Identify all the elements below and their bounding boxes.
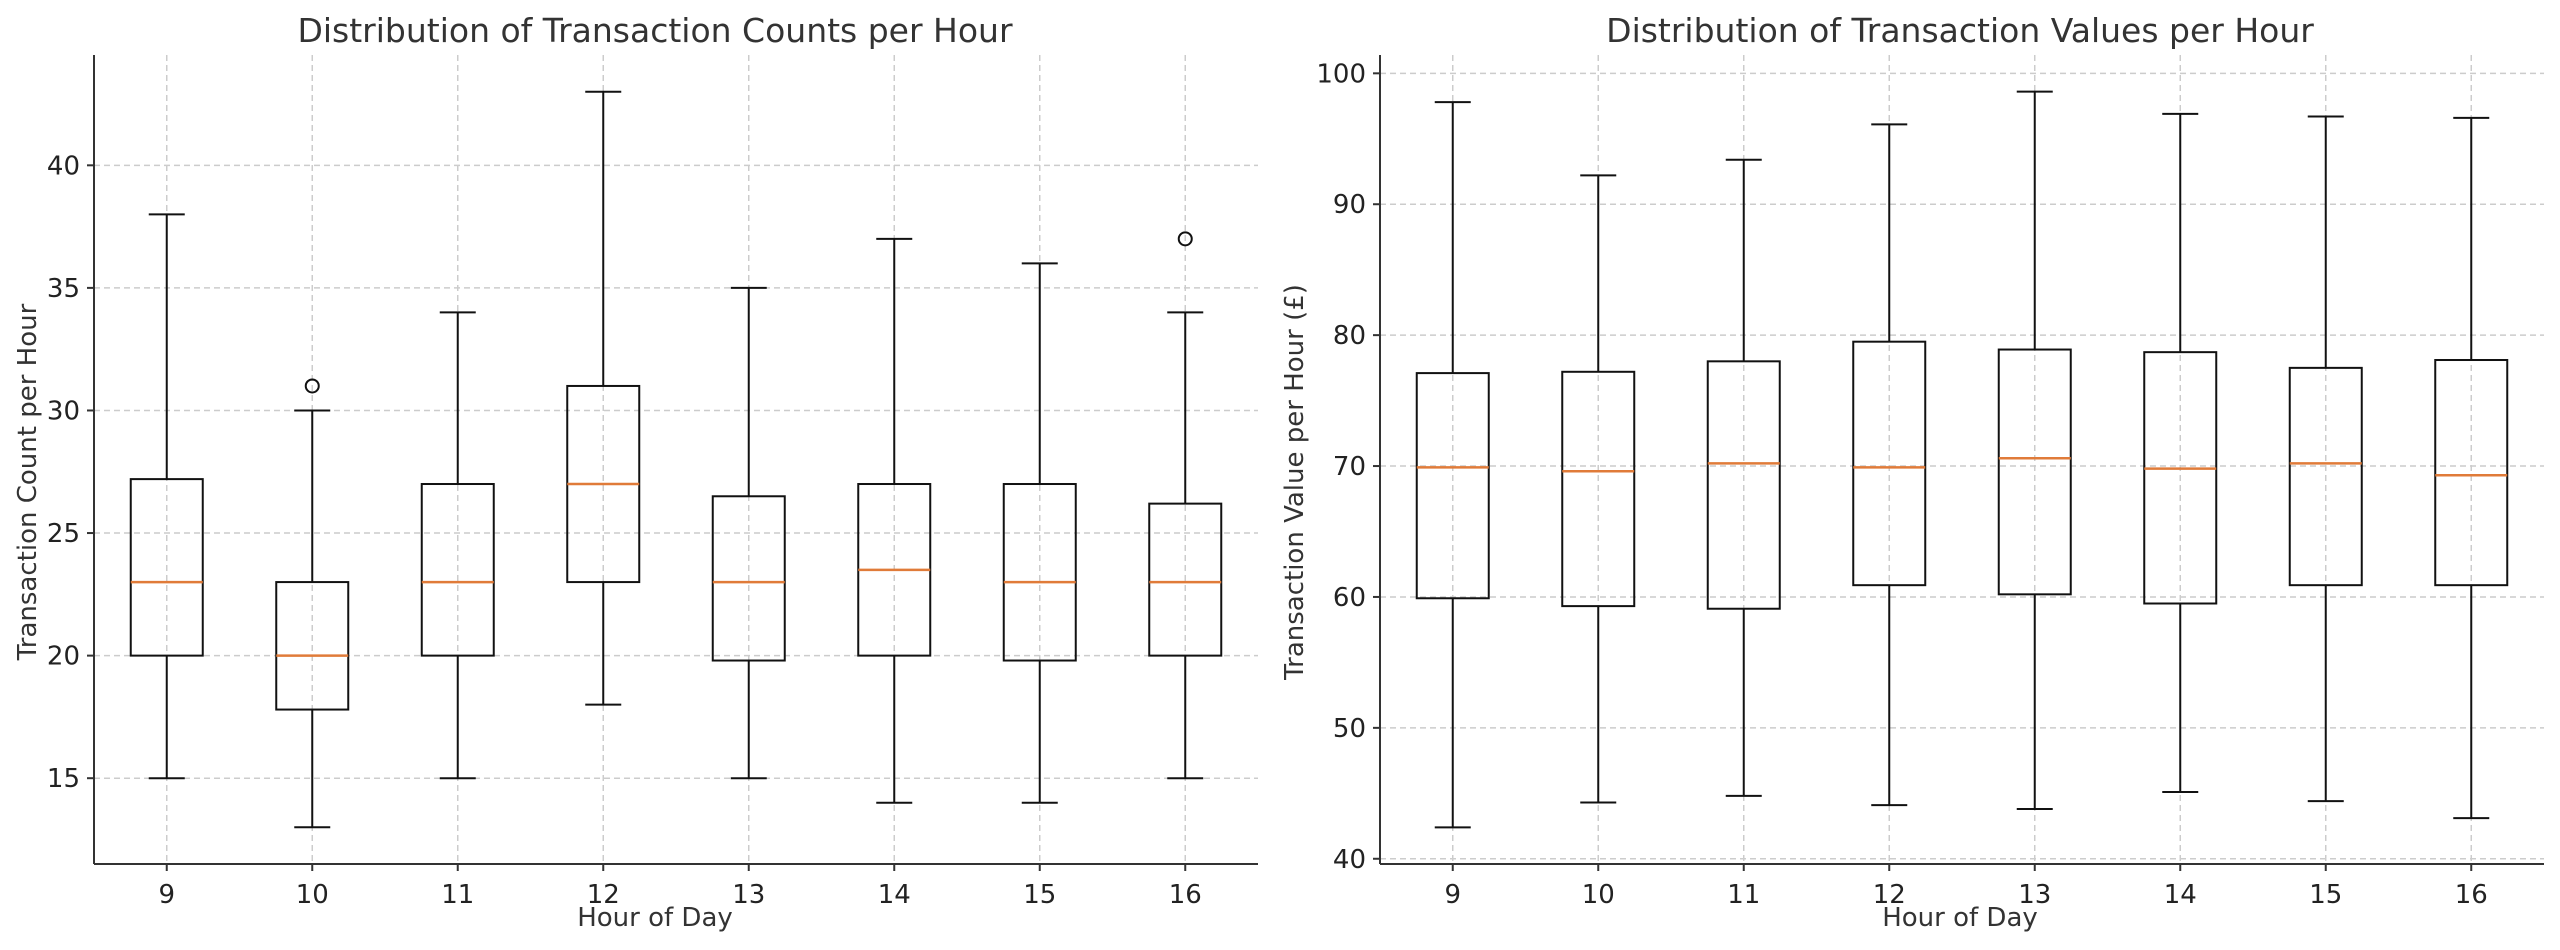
chart-title: Distribution of Transaction Counts per H…: [297, 11, 1012, 50]
y-tick-label: 60: [1333, 583, 1366, 613]
outlier-point: [1177, 231, 1193, 247]
y-tick-label: 100: [1316, 59, 1366, 89]
iqr-box: [420, 483, 495, 657]
iqr-box: [1148, 502, 1223, 657]
y-tick-label: 70: [1333, 452, 1366, 482]
box-plot-16: [1148, 231, 1223, 780]
iqr-box: [129, 478, 204, 657]
iqr-box: [275, 581, 350, 711]
y-tick-label: 15: [47, 764, 80, 794]
iqr-box: [1852, 340, 1927, 587]
x-tick-label: 9: [1444, 880, 1461, 910]
x-tick-label: 9: [158, 880, 175, 910]
x-tick-label: 12: [1873, 880, 1906, 910]
y-tick-label: 40: [1333, 845, 1366, 875]
box-plot-9: [129, 213, 204, 780]
y-tick-label: 40: [47, 151, 80, 181]
iqr-box: [1002, 483, 1077, 662]
y-tick-label: 30: [47, 396, 80, 426]
box-plot-15: [2288, 115, 2363, 803]
box-plot-13: [1997, 90, 2072, 811]
grid: [1380, 55, 2544, 864]
x-axis-label: Hour of Day: [1882, 903, 2038, 933]
x-tick-label: 10: [296, 880, 329, 910]
iqr-box: [1561, 370, 1636, 608]
box-plot-16: [2434, 116, 2509, 820]
x-tick-label: 10: [1582, 880, 1615, 910]
iqr-box: [711, 495, 786, 662]
y-tick-label: 50: [1333, 714, 1366, 744]
x-tick-label: 12: [587, 880, 620, 910]
y-tick-label: 25: [47, 519, 80, 549]
box-plot-11: [420, 311, 495, 780]
box-plot-10: [275, 378, 350, 829]
iqr-box: [1415, 372, 1490, 600]
box-plot-12: [1852, 123, 1927, 807]
iqr-box: [2288, 366, 2363, 587]
iqr-box: [1706, 360, 1781, 610]
chart-title: Distribution of Transaction Values per H…: [1606, 11, 2314, 50]
x-tick-label: 13: [2018, 880, 2051, 910]
x-tick-label: 15: [1023, 880, 1056, 910]
transaction-values-chart: Distribution of Transaction Values per H…: [1280, 11, 2544, 933]
box-plot-14: [857, 237, 932, 804]
box-plot-13: [711, 286, 786, 780]
x-axis-label: Hour of Day: [577, 903, 733, 933]
y-tick-label: 35: [47, 274, 80, 304]
y-tick-label: 80: [1333, 321, 1366, 351]
box-plot-9: [1415, 101, 1490, 829]
iqr-box: [2143, 351, 2218, 605]
box-plot-15: [1002, 262, 1077, 804]
box-plot-10: [1561, 174, 1636, 804]
outlier-point: [304, 378, 320, 394]
box-plot-11: [1706, 158, 1781, 797]
iqr-box: [2434, 359, 2509, 587]
iqr-box: [1997, 348, 2072, 596]
x-tick-label: 11: [1727, 880, 1760, 910]
x-tick-label: 16: [2455, 880, 2488, 910]
box-plot-14: [2143, 112, 2218, 794]
x-tick-label: 15: [2309, 880, 2342, 910]
y-tick-label: 90: [1333, 190, 1366, 220]
x-tick-label: 16: [1169, 880, 1202, 910]
x-tick-label: 11: [441, 880, 474, 910]
x-tick-label: 14: [878, 880, 911, 910]
y-tick-label: 20: [47, 642, 80, 672]
x-tick-label: 14: [2164, 880, 2197, 910]
y-axis-label: Transaction Count per Hour: [13, 303, 43, 661]
grid: [94, 55, 1258, 864]
box-plot-12: [566, 90, 641, 706]
y-axis-label: Transaction Value per Hour (£): [1280, 284, 1310, 681]
transaction-counts-chart: Distribution of Transaction Counts per H…: [13, 11, 1258, 933]
x-tick-label: 13: [732, 880, 765, 910]
